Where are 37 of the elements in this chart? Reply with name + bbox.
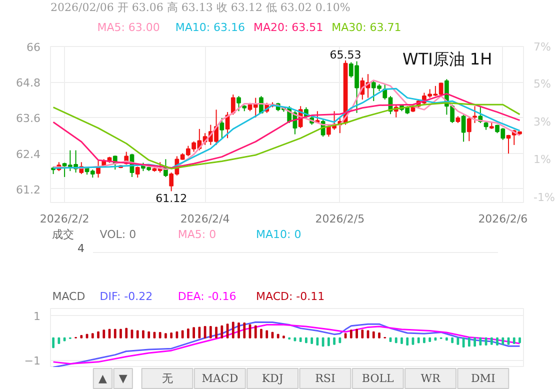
text: 2026/02/06 开 63.06 高 63.13 收 63.12 低 63.02 0.10%: [50, 1, 350, 14]
y-tick-label: 61.2: [16, 183, 41, 196]
annotation: 61.12: [156, 192, 188, 206]
text: DMI: [470, 372, 496, 385]
x-tick-label: 2026/2/4: [180, 212, 230, 226]
text: MA30: 63.71: [332, 21, 402, 34]
text: 4: [77, 242, 84, 255]
y-tick-label: 62.4: [16, 148, 41, 161]
text: VOL: 0: [100, 228, 136, 241]
text: 成交: [52, 228, 74, 241]
text: DEA: -0.16: [178, 290, 236, 303]
chart-title: WTI原油 1H: [402, 50, 492, 68]
text: MA5: 63.00: [97, 21, 160, 34]
y-tick-label: 63.6: [16, 112, 41, 126]
text: DIF: -0.22: [100, 290, 153, 303]
y-tick-label: 1: [34, 310, 40, 324]
x-tick-label: 2026/2/6: [478, 212, 528, 226]
text: MA10: 0: [256, 228, 302, 241]
y-tick-label: −1: [24, 354, 41, 368]
y-tick-label: 66: [26, 41, 41, 54]
y-axis-title: MACD: [52, 290, 86, 303]
text: RSI: [315, 372, 336, 385]
text: MACD: [202, 372, 238, 385]
x-tick-label: 2026/2/2: [40, 212, 90, 226]
text: MA20: 63.51: [253, 21, 324, 34]
text: MACD: -0.11: [256, 290, 325, 303]
x-tick-label: 2026/2/5: [315, 212, 365, 226]
text: MA5: 0: [178, 228, 216, 241]
text: MA10: 63.16: [175, 21, 246, 34]
annotation: 65.53: [330, 48, 362, 62]
text: 无: [162, 372, 173, 385]
text: WR: [420, 372, 442, 385]
text: ▼: [118, 372, 128, 385]
text: ▲: [98, 372, 108, 385]
y-tick-label: 64.8: [16, 76, 41, 90]
text: KDJ: [262, 372, 284, 385]
text: BOLL: [362, 372, 395, 385]
